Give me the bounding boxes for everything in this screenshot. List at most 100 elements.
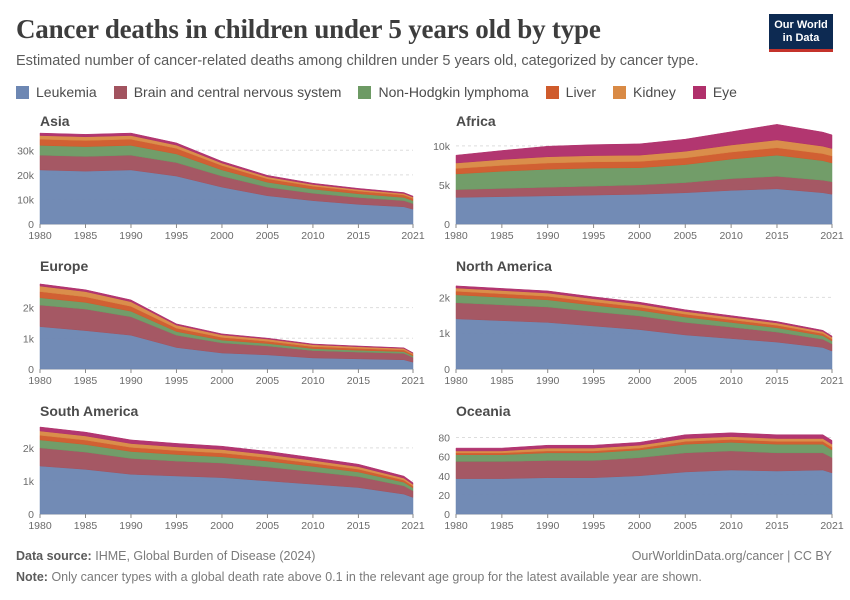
x-tick-label: 1995 (582, 375, 606, 387)
data-source-label: Data source: (16, 549, 92, 563)
panel-title: Europe (40, 258, 88, 274)
x-tick-label: 2000 (628, 520, 652, 532)
legend-label: Eye (712, 84, 737, 100)
area-eye (455, 432, 833, 452)
chart-subtitle: Estimated number of cancer-related death… (16, 53, 699, 69)
legend-swatch (113, 85, 127, 99)
x-tick-label: 1990 (536, 230, 560, 242)
y-tick-label: 80 (438, 433, 450, 445)
legend-label: Liver (565, 84, 597, 100)
x-tick-label: 1980 (28, 230, 52, 242)
legend-swatch (613, 85, 627, 99)
x-tick-label: 2021 (820, 520, 844, 532)
panel-title: South America (40, 403, 138, 419)
y-tick-label: 1k (23, 476, 35, 488)
x-tick-label: 2015 (347, 520, 371, 532)
y-tick-label: 0 (28, 364, 34, 376)
area-eye (39, 283, 414, 354)
y-tick-label: 2k (23, 303, 35, 315)
x-tick-label: 2005 (674, 230, 698, 242)
x-tick-label: 1985 (490, 520, 514, 532)
x-tick-label: 1995 (582, 230, 606, 242)
legend-label: Non-Hodgkin lymphoma (378, 84, 529, 100)
panel-north-america: North America 0 1k 2k 1980 1985 1990 1995 2000 20… (439, 258, 844, 387)
x-tick-label: 2000 (628, 375, 652, 387)
logo-line-2: in Data (782, 32, 820, 44)
x-tick-label: 1985 (74, 230, 98, 242)
y-tick-label: 20k (17, 170, 35, 182)
legend-swatch (358, 85, 372, 99)
y-tick-label: 0 (444, 219, 450, 231)
x-tick-label: 1980 (444, 230, 468, 242)
legend-label: Kidney (633, 84, 676, 100)
x-tick-label: 1985 (74, 375, 98, 387)
x-tick-label: 1985 (490, 230, 514, 242)
x-tick-label: 1985 (490, 375, 514, 387)
x-tick-label: 1990 (119, 230, 143, 242)
y-tick-label: 2k (23, 443, 35, 455)
x-tick-label: 2005 (256, 375, 280, 387)
legend-item-nhl[interactable]: Non-Hodgkin lymphoma (358, 84, 529, 100)
legend-item-eye[interactable]: Eye (692, 84, 737, 100)
x-tick-label: 2021 (401, 520, 425, 532)
x-tick-label: 2000 (210, 375, 234, 387)
x-tick-label: 2000 (210, 520, 234, 532)
x-tick-label: 1980 (28, 520, 52, 532)
x-tick-label: 2010 (301, 230, 325, 242)
data-source: Data source: IHME, Global Burden of Dise… (16, 549, 315, 563)
panel-title: Oceania (456, 403, 511, 419)
y-tick-label: 10k (433, 141, 451, 153)
x-tick-label: 2010 (719, 520, 743, 532)
y-tick-label: 0 (28, 219, 34, 231)
x-tick-label: 2021 (820, 230, 844, 242)
y-tick-label: 20 (438, 490, 450, 502)
x-tick-label: 2015 (765, 375, 789, 387)
chart-title: Cancer deaths in children under 5 years … (16, 14, 601, 44)
y-tick-label: 60 (438, 452, 450, 464)
x-tick-label: 2000 (628, 230, 652, 242)
y-tick-label: 5k (439, 180, 451, 192)
data-source-text[interactable]: IHME, Global Burden of Disease (2024) (95, 549, 316, 563)
x-tick-label: 2021 (820, 375, 844, 387)
legend-swatch (545, 85, 559, 99)
y-tick-label: 0 (28, 509, 34, 521)
legend-item-leukemia[interactable]: Leukemia (16, 84, 97, 100)
area-eye (39, 132, 414, 198)
footer-credit[interactable]: OurWorldinData.org/cancer | CC BY (631, 549, 832, 563)
x-tick-label: 2015 (347, 375, 371, 387)
legend-label: Brain and central nervous system (133, 84, 342, 100)
area-eye (455, 124, 833, 164)
legend-swatch (16, 85, 29, 99)
x-tick-label: 2010 (301, 520, 325, 532)
owid-logo[interactable]: Our World in Data (769, 14, 833, 52)
panel-title: North America (456, 258, 552, 274)
note-text: Only cancer types with a global death ra… (51, 570, 702, 584)
x-tick-label: 1990 (536, 375, 560, 387)
x-tick-label: 2000 (210, 230, 234, 242)
legend-item-brain[interactable]: Brain and central nervous system (113, 84, 342, 100)
panel-title: Asia (40, 113, 70, 129)
y-tick-label: 0 (444, 509, 450, 521)
y-tick-label: 10k (17, 194, 35, 206)
legend-item-liver[interactable]: Liver (545, 84, 597, 100)
x-tick-label: 2005 (256, 230, 280, 242)
x-tick-label: 2015 (765, 520, 789, 532)
logo-line-1: Our World (774, 19, 828, 31)
x-tick-label: 2005 (674, 375, 698, 387)
x-tick-label: 2005 (256, 520, 280, 532)
y-tick-label: 30k (17, 145, 35, 157)
x-tick-label: 1990 (536, 520, 560, 532)
y-tick-label: 2k (439, 292, 451, 304)
y-tick-label: 1k (439, 328, 451, 340)
x-tick-label: 1995 (582, 520, 606, 532)
x-tick-label: 2010 (301, 375, 325, 387)
area-eye (39, 426, 414, 485)
legend-item-kidney[interactable]: Kidney (613, 84, 676, 100)
x-tick-label: 2015 (765, 230, 789, 242)
x-tick-label: 1980 (28, 375, 52, 387)
legend-swatch (692, 85, 706, 99)
panel-africa: Africa 0 5k 10k 1980 1985 1990 1995 2000 2005 2010… (433, 113, 844, 242)
y-tick-label: 40 (438, 471, 450, 483)
legend: Leukemia Brain and central nervous syste… (16, 84, 754, 100)
